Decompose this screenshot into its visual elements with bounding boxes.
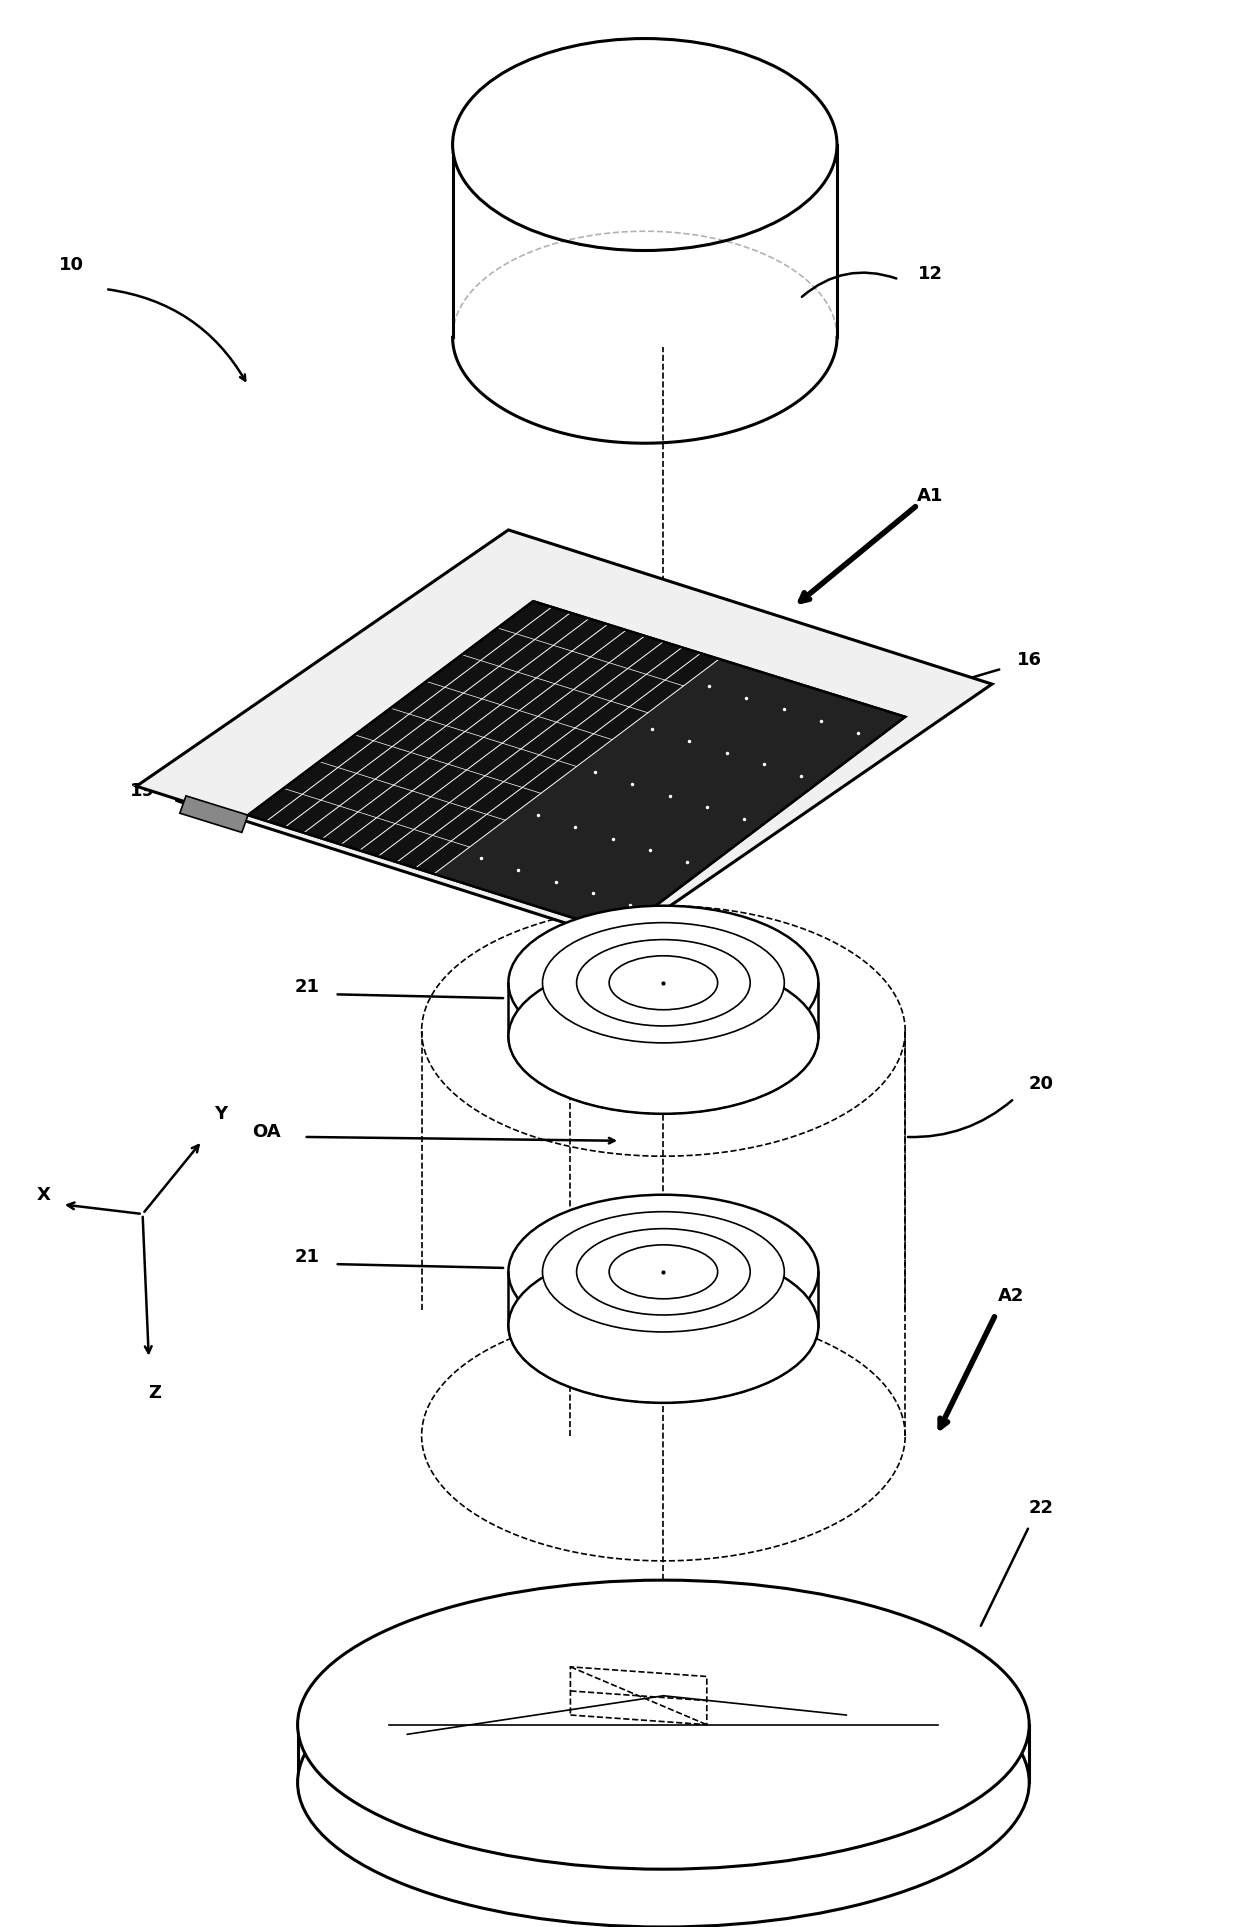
Polygon shape <box>136 530 992 940</box>
Ellipse shape <box>609 1245 718 1299</box>
Text: Y: Y <box>215 1104 227 1123</box>
Text: 19: 19 <box>130 782 155 800</box>
Polygon shape <box>180 796 248 832</box>
Polygon shape <box>248 601 719 875</box>
Ellipse shape <box>577 940 750 1025</box>
Ellipse shape <box>453 231 837 443</box>
Polygon shape <box>298 1725 1029 1782</box>
Polygon shape <box>248 601 905 933</box>
Ellipse shape <box>577 1229 750 1314</box>
Text: 18: 18 <box>366 684 391 701</box>
Text: X: X <box>36 1185 51 1204</box>
Ellipse shape <box>543 923 785 1043</box>
Polygon shape <box>453 145 837 337</box>
Text: 16: 16 <box>1017 651 1042 669</box>
Text: OA: OA <box>252 1123 281 1141</box>
Polygon shape <box>434 659 905 933</box>
Text: 21: 21 <box>295 979 320 996</box>
Ellipse shape <box>508 1195 818 1349</box>
Ellipse shape <box>298 1580 1029 1869</box>
Ellipse shape <box>298 1638 1029 1927</box>
Ellipse shape <box>508 960 818 1114</box>
Text: 18': 18' <box>661 1599 691 1617</box>
Ellipse shape <box>453 39 837 251</box>
Text: 20: 20 <box>1029 1075 1054 1093</box>
Text: 10: 10 <box>60 256 84 274</box>
Ellipse shape <box>543 1212 785 1332</box>
Ellipse shape <box>609 956 718 1010</box>
Text: Z: Z <box>149 1384 161 1403</box>
Text: 22: 22 <box>1029 1499 1054 1517</box>
Text: 14: 14 <box>440 603 465 620</box>
Text: 24: 24 <box>781 1808 806 1825</box>
Text: A1: A1 <box>916 488 944 505</box>
Text: A2: A2 <box>997 1287 1024 1305</box>
Ellipse shape <box>508 1249 818 1403</box>
Ellipse shape <box>508 906 818 1060</box>
Text: 21: 21 <box>295 1249 320 1266</box>
Text: 12: 12 <box>918 266 942 283</box>
